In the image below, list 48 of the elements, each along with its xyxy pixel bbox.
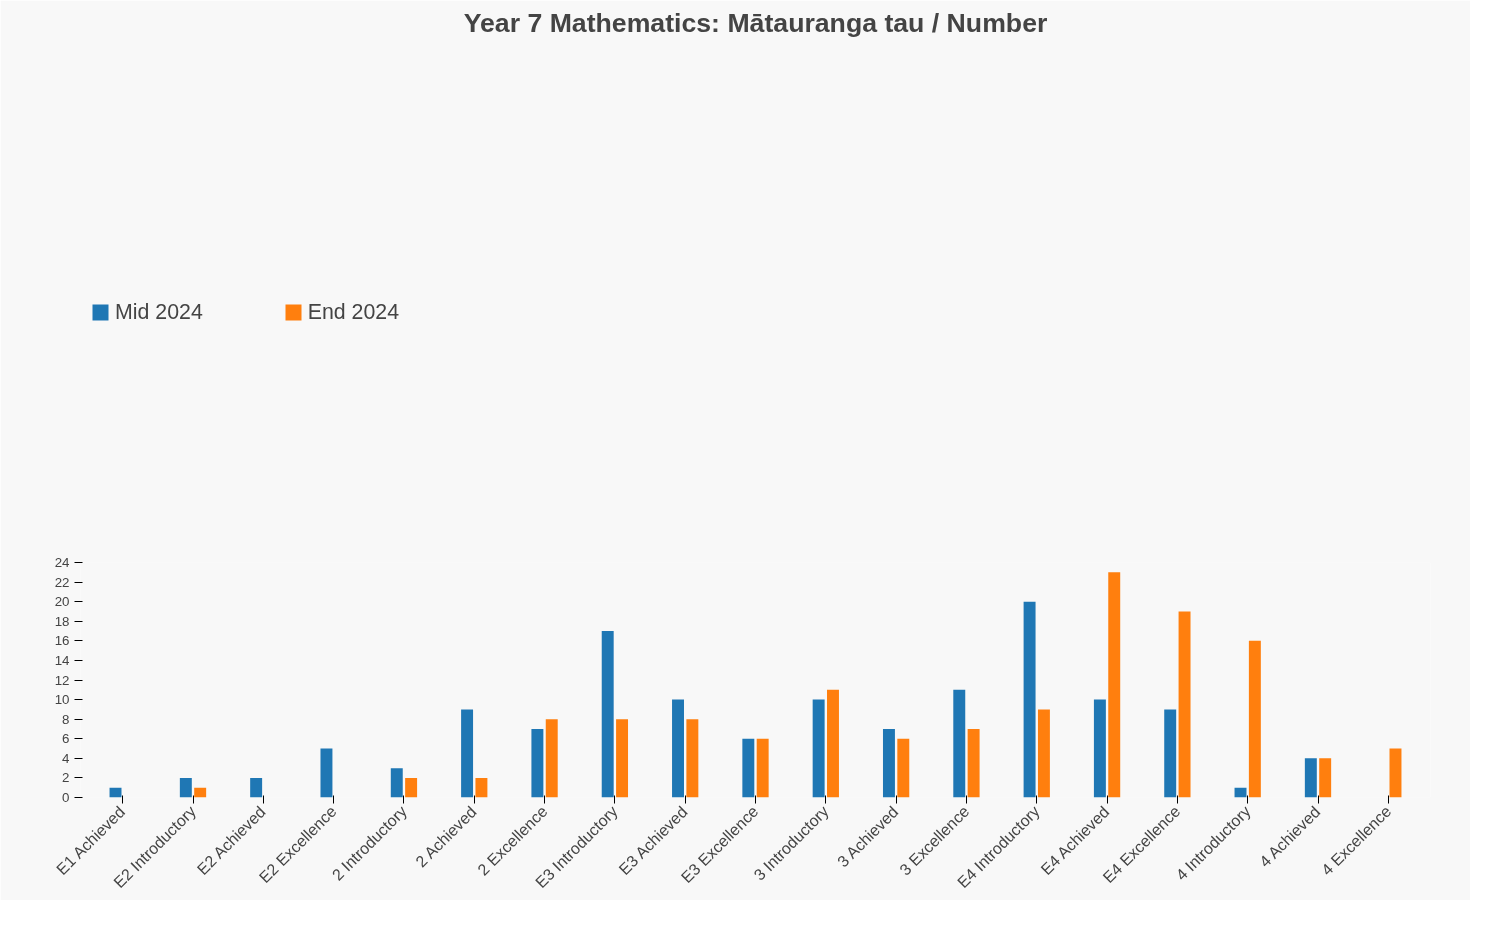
bar <box>1108 572 1121 798</box>
legend-label: Mid 2024 <box>115 299 203 325</box>
bar <box>475 777 488 798</box>
bar <box>882 728 895 798</box>
y-tick-label: 10 <box>54 692 70 708</box>
y-tick-label: 22 <box>54 574 70 590</box>
bar <box>320 748 333 798</box>
y-tick-label: 24 <box>54 555 71 570</box>
y-tick-label: 2 <box>62 770 70 786</box>
y-tick-label: 18 <box>54 613 70 629</box>
bar <box>616 719 629 798</box>
bar <box>461 709 474 798</box>
bar <box>742 738 755 798</box>
bar <box>1178 611 1191 798</box>
bar <box>194 787 207 798</box>
y-tick-label: 4 <box>62 750 71 766</box>
bar <box>531 728 544 798</box>
bar <box>897 738 910 798</box>
bar <box>686 719 699 798</box>
bar <box>545 719 558 798</box>
bar <box>1248 640 1261 798</box>
bar <box>827 689 839 798</box>
y-tick-label: 20 <box>54 594 70 610</box>
bar <box>179 777 192 798</box>
bar <box>672 699 684 798</box>
bar <box>1389 748 1402 798</box>
bar <box>812 699 825 798</box>
bar <box>1037 709 1050 798</box>
bar <box>967 728 980 798</box>
y-tick-label: 8 <box>62 711 70 727</box>
bar <box>756 738 769 798</box>
bar <box>1023 601 1036 798</box>
y-tick-label: 16 <box>54 633 70 649</box>
bar <box>953 689 966 798</box>
y-tick-label: 12 <box>54 672 70 688</box>
y-tick-label: 0 <box>62 790 70 805</box>
legend-label: End 2024 <box>307 299 400 325</box>
bar <box>1093 699 1106 798</box>
chart-title: Year 7 Mathematics: Mātauranga tau / Number <box>463 7 1048 38</box>
bar <box>1319 758 1332 798</box>
bar <box>250 777 263 798</box>
bar <box>1164 709 1177 798</box>
bar <box>601 631 614 798</box>
bar <box>1304 758 1317 798</box>
bar <box>405 777 418 798</box>
y-tick-label: 14 <box>54 652 71 668</box>
y-tick-label: 6 <box>62 731 70 747</box>
bar <box>390 768 403 798</box>
